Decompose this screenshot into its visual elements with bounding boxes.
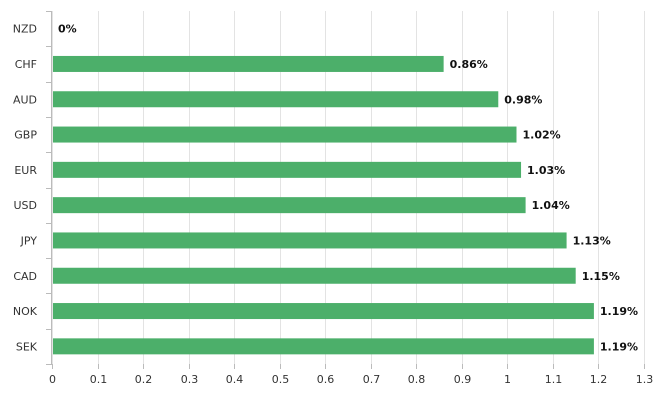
x-tick-label: 0.9	[454, 373, 472, 386]
category-label-nok: NOK	[13, 305, 38, 318]
bar-chf[interactable]	[53, 55, 444, 72]
bar-aud[interactable]	[53, 91, 499, 108]
data-label-usd: 1.04%	[532, 199, 570, 212]
bar-eur[interactable]	[53, 161, 522, 178]
bar-usd[interactable]	[53, 197, 526, 214]
x-tick-labels: 0 0.1 0.2 0.3 0.4 0.5 0.6 0.7 0.8 0.9 1 1.1 1.2 1.3	[49, 373, 653, 386]
x-tick-label: 1.1	[545, 373, 563, 386]
bar-gbp[interactable]	[53, 126, 517, 143]
x-tick-label: 0.5	[272, 373, 290, 386]
category-label-usd: USD	[13, 199, 37, 212]
bar-cad[interactable]	[53, 267, 576, 284]
x-tick-label: 0.4	[226, 373, 244, 386]
data-labels: 0% 0.86% 0.98% 1.02% 1.03% 1.04% 1.13% 1.15% 1.1…	[58, 23, 638, 354]
data-label-sek: 1.19%	[600, 340, 638, 353]
data-label-nok: 1.19%	[600, 305, 638, 318]
x-tick-label: 0.8	[408, 373, 426, 386]
category-label-chf: CHF	[15, 58, 37, 71]
bar-jpy[interactable]	[53, 232, 567, 249]
data-label-cad: 1.15%	[582, 270, 620, 283]
data-label-gbp: 1.02%	[522, 129, 560, 142]
x-tick-label: 0.3	[181, 373, 199, 386]
x-tick-label: 1.3	[636, 373, 654, 386]
category-label-nzd: NZD	[13, 23, 37, 36]
category-label-cad: CAD	[13, 270, 37, 283]
data-label-nzd: 0%	[58, 23, 77, 36]
x-tick-label: 0	[49, 373, 56, 386]
category-label-aud: AUD	[13, 93, 37, 106]
category-labels: NZD CHF AUD GBP EUR USD JPY CAD NOK SEK	[13, 23, 38, 354]
x-tick-label: 0.1	[90, 373, 108, 386]
category-label-eur: EUR	[14, 164, 37, 177]
category-label-gbp: GBP	[14, 129, 37, 142]
x-tick-label: 0.7	[363, 373, 381, 386]
x-tick-label: 1.2	[590, 373, 608, 386]
x-tick-label: 1	[504, 373, 511, 386]
x-tick-label: 0.2	[135, 373, 153, 386]
data-label-eur: 1.03%	[527, 164, 565, 177]
data-label-aud: 0.98%	[504, 93, 542, 106]
data-label-jpy: 1.13%	[573, 234, 611, 247]
bars	[53, 55, 594, 355]
data-label-chf: 0.86%	[450, 58, 488, 71]
x-tick-label: 0.6	[317, 373, 335, 386]
bar-sek[interactable]	[53, 338, 594, 355]
category-label-jpy: JPY	[20, 234, 38, 247]
bar-nok[interactable]	[53, 303, 594, 320]
axes	[46, 11, 645, 369]
category-label-sek: SEK	[16, 340, 38, 353]
